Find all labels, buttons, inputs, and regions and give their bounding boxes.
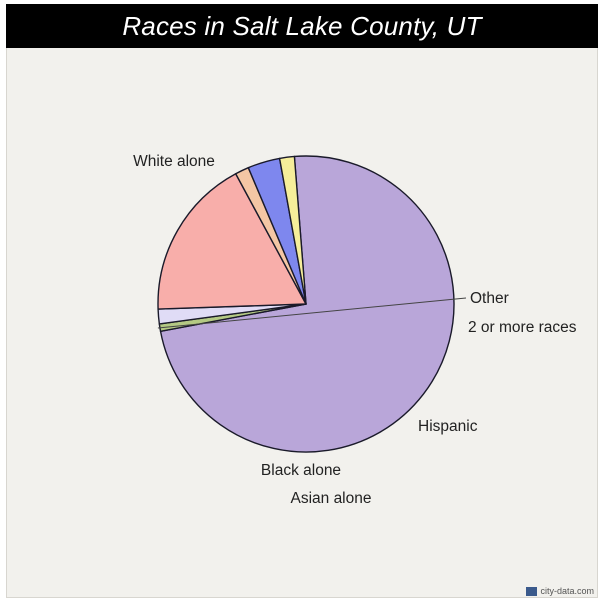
label-asian-alone: Asian alone (290, 490, 371, 507)
watermark-text: city-data.com (540, 586, 594, 596)
pie-slice-white-alone (159, 155, 455, 453)
chart-title-bar: Races in Salt Lake County, UT (6, 4, 598, 48)
label-black-alone: Black alone (261, 462, 341, 479)
label-hispanic: Hispanic (418, 418, 478, 435)
pie-slice-black-alone (278, 155, 307, 305)
label-two-or-more-races: 2 or more races (468, 319, 577, 336)
city-data-logo-icon (526, 586, 538, 596)
label-white-alone: White alone (133, 153, 215, 170)
leader-line-other (157, 297, 467, 329)
label-other: Other (470, 290, 509, 307)
pie-slice-hispanic (157, 173, 307, 310)
watermark: city-data.com (526, 586, 594, 596)
chart-title: Races in Salt Lake County, UT (122, 10, 482, 41)
